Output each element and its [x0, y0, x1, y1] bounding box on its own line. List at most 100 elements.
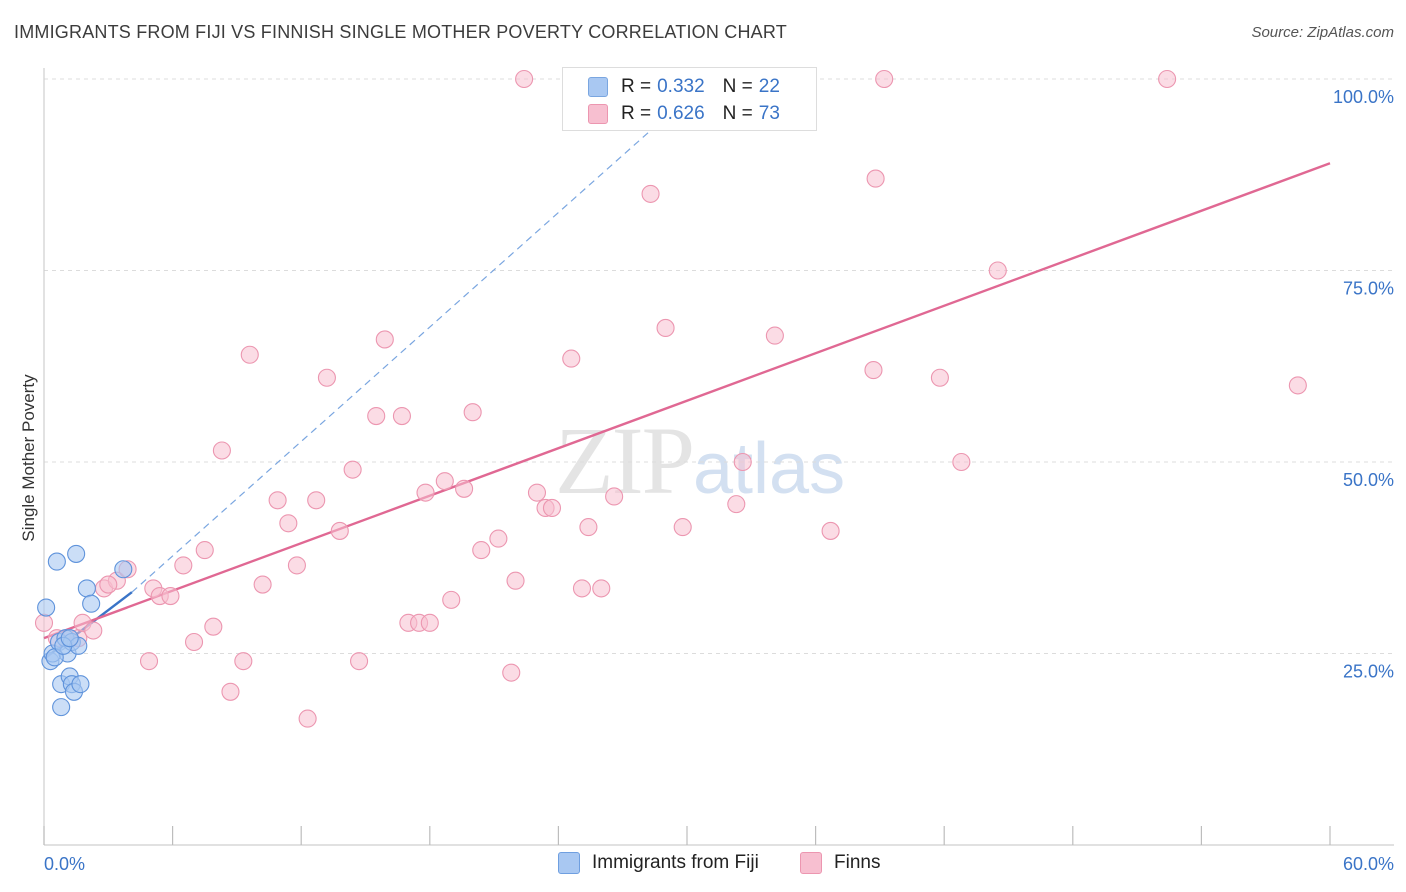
series-legend: Immigrants from Fiji Finns — [0, 852, 1406, 878]
fiji-point — [60, 629, 79, 648]
fiji-legend-swatch — [558, 852, 580, 874]
n-value: 73 — [758, 103, 780, 124]
finns-point — [1158, 69, 1177, 89]
finns-point — [212, 441, 231, 460]
fiji-point — [71, 675, 90, 694]
finns-point — [821, 521, 840, 540]
finns-point — [656, 318, 675, 338]
legend-label-fiji: Immigrants from Fiji — [592, 852, 759, 873]
finns-point — [952, 452, 971, 472]
finns-point — [34, 613, 54, 632]
finns-point — [330, 521, 349, 540]
y-tick-label: 75.0% — [1343, 279, 1394, 299]
fiji-point — [37, 598, 56, 617]
finns-point — [84, 621, 103, 640]
finns-point — [367, 406, 386, 426]
finns-point — [727, 495, 746, 514]
fiji-points — [37, 544, 133, 717]
correlation-legend: R = 0.332 N = 22 R = 0.626 N = 73 — [562, 67, 817, 131]
finns-point — [442, 590, 461, 609]
finns-point — [240, 345, 259, 364]
fiji-trend-extension — [131, 78, 709, 593]
finns-point — [489, 529, 508, 548]
y-axis-label: Single Mother Poverty — [19, 374, 38, 542]
finns-point — [287, 556, 306, 575]
fiji-point — [114, 560, 133, 579]
fiji-point — [52, 698, 71, 717]
finns-point — [350, 652, 369, 671]
finns-point — [579, 518, 598, 537]
finns-point — [515, 69, 534, 89]
n-value: 22 — [758, 76, 780, 97]
r-value: 0.626 — [657, 103, 705, 124]
finns-point — [572, 579, 592, 598]
x-tick-label-max: 60.0% — [1343, 854, 1394, 874]
finns-point — [174, 556, 193, 575]
finns-point — [184, 632, 204, 652]
finns-point — [988, 261, 1007, 280]
fiji-point — [77, 579, 96, 598]
source-credit: Source: ZipAtlas.com — [1251, 24, 1394, 41]
finns-point — [161, 586, 180, 606]
finns-point — [279, 514, 298, 533]
finns-point — [317, 368, 336, 387]
legend-item-finns[interactable]: Finns — [800, 852, 880, 874]
finns-point — [875, 69, 894, 89]
y-tick-label: 25.0% — [1343, 662, 1394, 682]
finns-point — [392, 406, 411, 426]
legend-item-fiji[interactable]: Immigrants from Fiji — [558, 852, 759, 874]
fiji-swatch — [588, 77, 608, 97]
n-label: N = — [722, 76, 753, 97]
finns-point — [221, 682, 240, 701]
finns-point — [733, 452, 752, 472]
finns-point — [463, 403, 482, 422]
finns-point — [435, 472, 454, 491]
finns-point — [605, 487, 624, 506]
finns-trend-group — [43, 162, 1331, 640]
finns-point — [765, 326, 784, 345]
finns-point — [298, 709, 317, 728]
watermark-atlas: atlas — [693, 429, 846, 509]
finns-point — [930, 368, 949, 387]
finns-point — [673, 518, 692, 537]
finns-point — [343, 460, 362, 479]
n-label: N = — [722, 103, 753, 124]
finns-point — [99, 575, 118, 594]
fiji-point — [47, 552, 66, 571]
finns-legend-swatch — [800, 852, 822, 874]
finns-point — [592, 579, 611, 598]
grid-lines — [44, 78, 1394, 654]
finns-point — [253, 575, 272, 594]
finns-point — [455, 479, 474, 498]
finns-point — [416, 483, 435, 502]
finns-point — [307, 491, 326, 510]
legend-label-finns: Finns — [834, 852, 881, 873]
fiji-point — [82, 594, 101, 613]
fiji-trend-group — [45, 78, 709, 659]
y-tick-label: 50.0% — [1343, 470, 1394, 490]
finns-point — [268, 491, 287, 510]
r-label: R = — [621, 103, 652, 124]
finns-points — [34, 69, 1307, 728]
finns-point — [502, 663, 521, 682]
fiji-point — [67, 544, 86, 563]
finns-point — [195, 541, 214, 560]
finns-point — [641, 184, 660, 203]
finns-point — [472, 541, 491, 560]
finns-point — [1288, 376, 1307, 395]
finns-point — [527, 483, 547, 502]
finns-point — [542, 498, 562, 518]
axes — [43, 68, 1394, 846]
finns-point — [375, 330, 394, 349]
y-tick-label: 100.0% — [1333, 87, 1394, 107]
finns-point — [420, 613, 439, 632]
finns-trend-line — [43, 162, 1331, 640]
chart-title: IMMIGRANTS FROM FIJI VS FINNISH SINGLE M… — [14, 22, 787, 42]
finns-point — [204, 617, 223, 636]
legend-row-fiji: R = 0.332 N = 22 — [588, 74, 780, 100]
legend-row-finns: R = 0.626 N = 73 — [588, 101, 780, 127]
finns-point — [864, 361, 883, 380]
x-tick-label-min: 0.0% — [44, 854, 85, 874]
r-label: R = — [621, 76, 652, 97]
